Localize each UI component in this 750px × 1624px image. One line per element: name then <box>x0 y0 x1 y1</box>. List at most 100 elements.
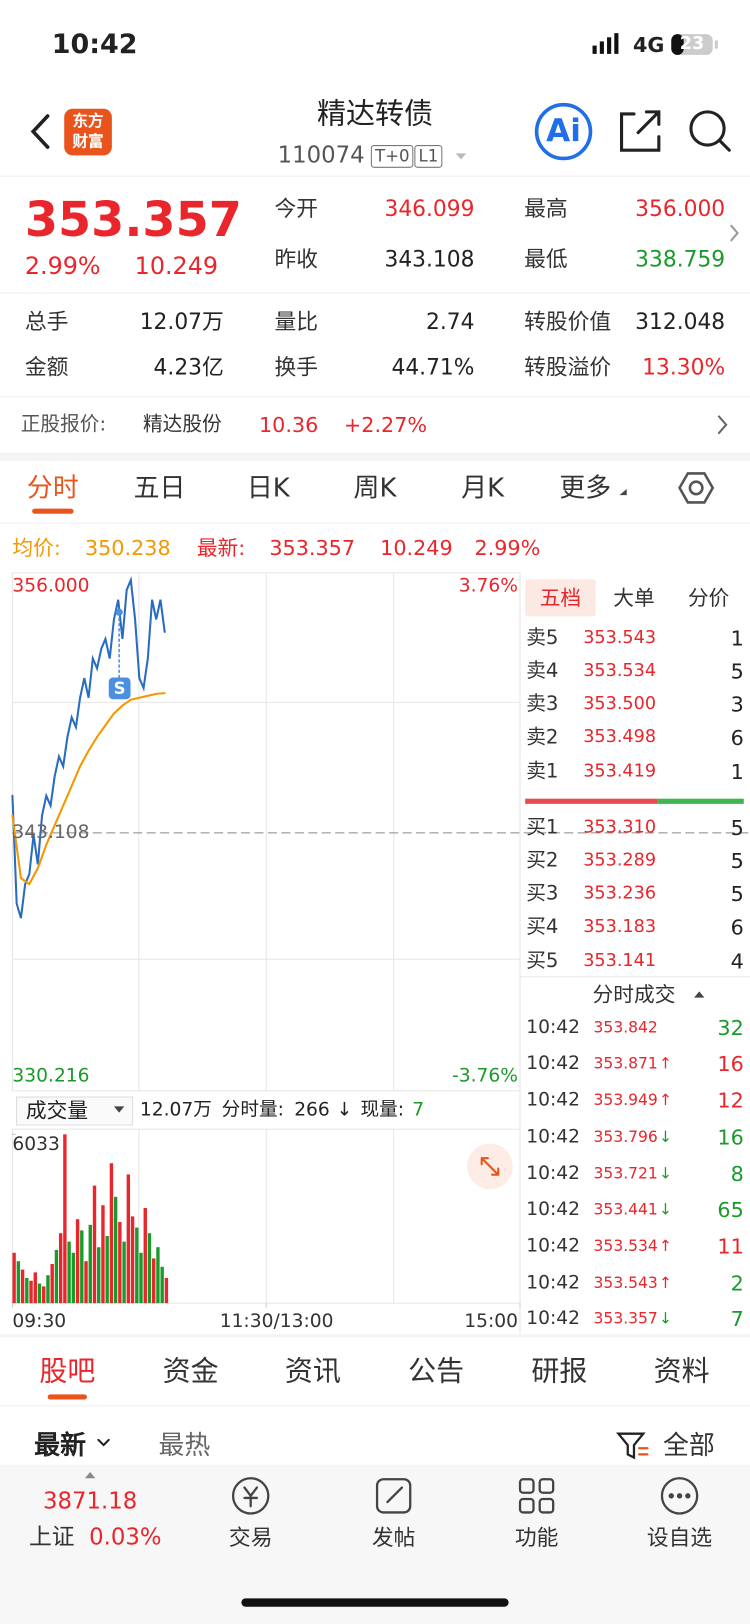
change-pct: 2.99% <box>24 253 101 281</box>
book-label: 卖2 <box>526 725 559 749</box>
y-tick-label: 330.216 <box>12 1064 90 1087</box>
volume-bar <box>147 1233 152 1304</box>
book-tab[interactable]: 五档 <box>539 585 582 611</box>
trade-arrow: ↑ <box>658 1090 672 1109</box>
tab[interactable]: 更多 <box>559 472 612 503</box>
book-tab[interactable]: 大单 <box>613 585 655 611</box>
section-tab[interactable]: 资料 <box>653 1355 710 1388</box>
section-tab[interactable]: 研报 <box>531 1355 588 1388</box>
tag: T+0 <box>370 145 414 168</box>
stock-price: 10.36 <box>258 412 319 438</box>
marker-label: S <box>113 678 126 699</box>
volume-bar <box>109 1163 114 1304</box>
nav-item[interactable]: 交易 <box>228 1525 273 1551</box>
book-tab[interactable]: 分价 <box>687 585 730 611</box>
book-label: 卖3 <box>526 692 559 716</box>
trade-vol: 8 <box>730 1161 744 1187</box>
trade-vol: 2 <box>730 1271 744 1296</box>
section-underline <box>47 1394 88 1400</box>
volume-bar <box>156 1247 160 1304</box>
y-tick-label: 6033 <box>12 1133 60 1156</box>
volume-selector[interactable] <box>16 1096 134 1126</box>
status-icons <box>592 33 718 55</box>
index-pct: 0.03% <box>89 1524 162 1551</box>
tab[interactable]: 五日 <box>133 472 186 503</box>
battery: 23 <box>679 33 705 55</box>
back-icon[interactable] <box>30 114 50 149</box>
y2-tick-label: 3.76% <box>458 574 518 597</box>
volume-bar <box>164 1277 169 1304</box>
book-label: 买5 <box>526 949 559 973</box>
tab-bg <box>525 579 596 617</box>
stat-value: 4.23亿 <box>153 354 224 380</box>
trade-time: 10:42 <box>526 1162 580 1185</box>
nav-item[interactable]: 设自选 <box>646 1525 713 1551</box>
more-icon[interactable] <box>730 224 739 242</box>
network: 4G <box>632 32 665 57</box>
logo[interactable] <box>64 108 112 156</box>
ai-label[interactable]: Ai <box>546 112 581 150</box>
volume-bar <box>80 1230 84 1304</box>
section-tab[interactable]: 资金 <box>162 1355 219 1388</box>
sort-option[interactable]: 最热 <box>158 1430 211 1461</box>
volume-bar <box>33 1272 37 1304</box>
trade-arrow: ↑ <box>658 1054 672 1073</box>
y-tick-label: 356.000 <box>12 574 90 597</box>
trade-time: 10:42 <box>526 1016 580 1038</box>
section-tab[interactable]: 公告 <box>408 1355 465 1388</box>
trade-arrow: ↓ <box>658 1127 672 1147</box>
volume-bar <box>20 1269 25 1304</box>
volume-bar <box>88 1224 92 1304</box>
tab[interactable]: 分时 <box>26 472 79 503</box>
trade-time: 10:42 <box>526 1126 580 1148</box>
price-line <box>11 692 166 886</box>
chart-frame <box>11 572 750 1335</box>
logo-text: 东方 <box>72 111 104 131</box>
settings-icon[interactable] <box>678 472 715 504</box>
search-icon[interactable] <box>689 110 731 152</box>
home-indicator <box>241 1598 509 1607</box>
book-price: 353.236 <box>583 883 657 904</box>
trade-price: 353.357 <box>593 1308 658 1328</box>
caret <box>694 991 705 998</box>
nav-item[interactable]: 功能 <box>514 1525 559 1551</box>
stat-value: 356.000 <box>635 196 726 222</box>
volume-bar <box>152 1258 156 1304</box>
last-pct: 2.99% <box>474 535 541 561</box>
trade-price: 353.871 <box>593 1054 658 1073</box>
tab[interactable]: 日K <box>246 472 290 503</box>
filter-icon[interactable] <box>616 1432 649 1460</box>
book-vol: 1 <box>730 759 744 785</box>
trade-price: 353.721 <box>593 1163 658 1183</box>
price-line <box>11 576 166 919</box>
book-vol: 3 <box>730 691 744 717</box>
section-tab[interactable]: 资讯 <box>284 1355 341 1388</box>
book-label: 卖5 <box>526 626 559 649</box>
trade-price: 353.842 <box>593 1017 658 1037</box>
volume-bar <box>160 1266 164 1304</box>
volume-bar <box>29 1280 33 1304</box>
dropdown-icon <box>455 153 467 160</box>
book-price: 353.498 <box>583 726 657 748</box>
section-tab[interactable]: 股吧 <box>39 1355 96 1388</box>
share-icon[interactable] <box>619 110 661 152</box>
avg-value: 350.238 <box>84 535 171 561</box>
index-caret <box>84 1472 96 1479</box>
last-label: 最新: <box>196 535 246 561</box>
sort-option[interactable]: 最新 <box>34 1430 86 1461</box>
nav-item[interactable]: 发帖 <box>371 1525 416 1551</box>
filter[interactable]: 全部 <box>662 1430 715 1461</box>
chevron[interactable] <box>717 415 728 435</box>
ai-button[interactable] <box>534 102 593 161</box>
volume-bar <box>97 1247 101 1304</box>
caret <box>113 1106 125 1113</box>
tab[interactable]: 月K <box>461 472 505 503</box>
volume-label[interactable]: 成交量 <box>25 1098 89 1123</box>
volume-bar <box>42 1286 46 1304</box>
tab[interactable]: 周K <box>353 472 397 503</box>
volume-bar <box>84 1261 88 1304</box>
volume-bar <box>139 1252 143 1304</box>
trade-time: 10:42 <box>526 1088 580 1111</box>
book-vol: 6 <box>730 725 744 750</box>
